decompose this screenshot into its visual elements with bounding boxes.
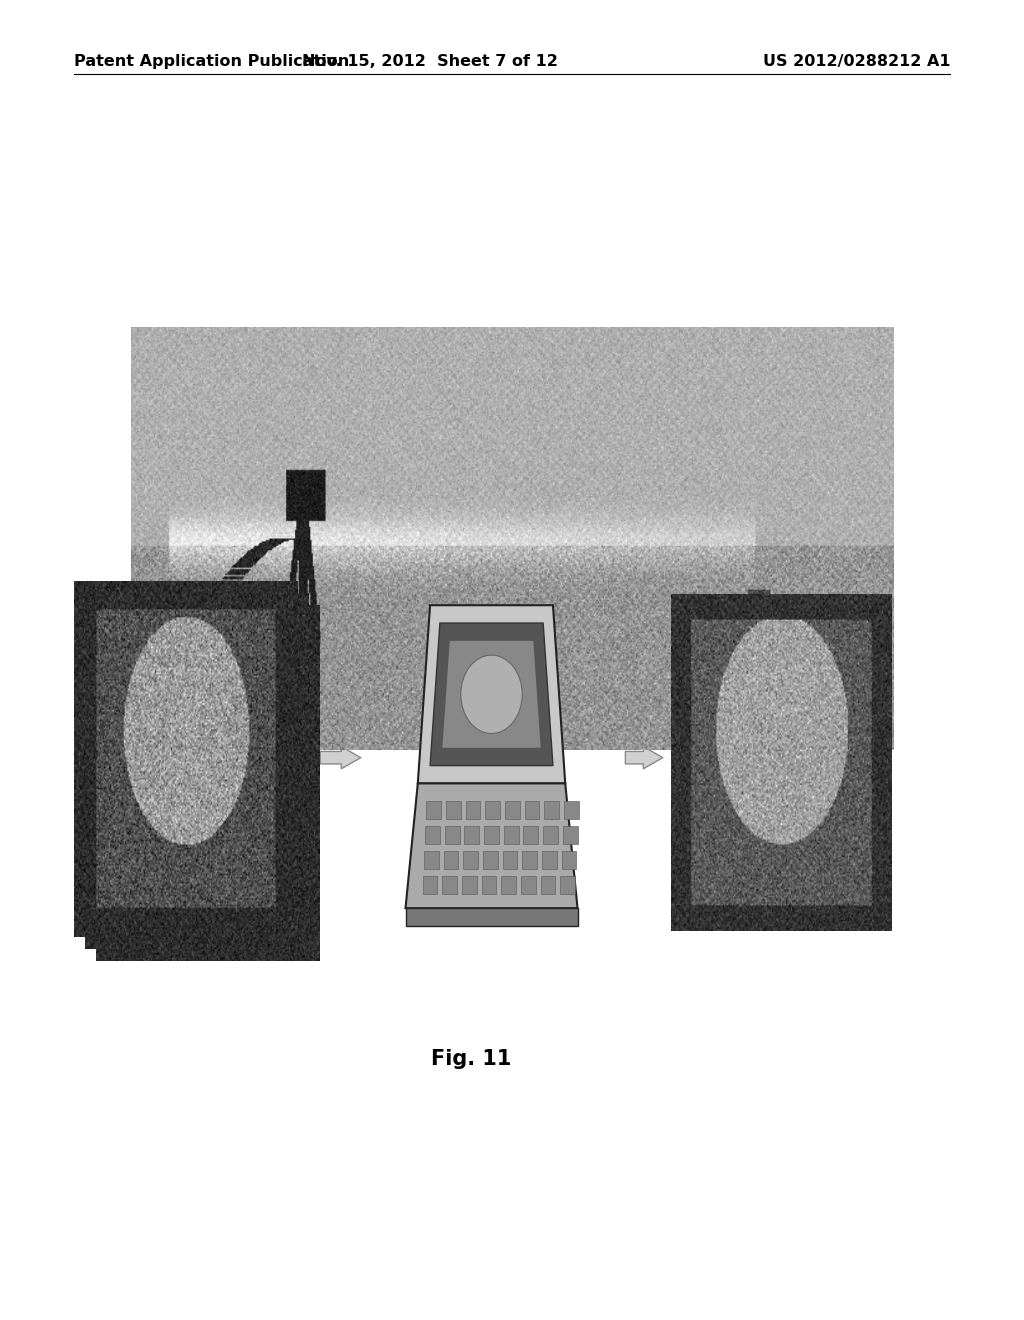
- Polygon shape: [462, 876, 477, 894]
- Text: US 2012/0288212 A1: US 2012/0288212 A1: [763, 54, 950, 69]
- Polygon shape: [465, 826, 479, 843]
- Polygon shape: [485, 801, 500, 818]
- Polygon shape: [425, 826, 440, 843]
- Ellipse shape: [461, 655, 522, 734]
- FancyArrowPatch shape: [321, 747, 360, 768]
- Text: Patent Application Publication: Patent Application Publication: [74, 54, 349, 69]
- Polygon shape: [444, 826, 460, 843]
- Polygon shape: [446, 801, 461, 818]
- Polygon shape: [423, 876, 437, 894]
- Polygon shape: [442, 876, 457, 894]
- Polygon shape: [443, 851, 459, 869]
- Polygon shape: [481, 876, 497, 894]
- Polygon shape: [426, 801, 441, 818]
- Polygon shape: [406, 908, 578, 927]
- Polygon shape: [504, 826, 518, 843]
- Polygon shape: [564, 801, 579, 818]
- Text: Nov. 15, 2012  Sheet 7 of 12: Nov. 15, 2012 Sheet 7 of 12: [302, 54, 558, 69]
- FancyArrowPatch shape: [626, 747, 663, 768]
- Polygon shape: [463, 851, 478, 869]
- Polygon shape: [524, 801, 540, 818]
- Polygon shape: [543, 826, 558, 843]
- Polygon shape: [521, 876, 536, 894]
- Polygon shape: [484, 826, 499, 843]
- Polygon shape: [545, 801, 559, 818]
- Polygon shape: [523, 826, 539, 843]
- Polygon shape: [442, 642, 541, 747]
- Polygon shape: [561, 851, 577, 869]
- Polygon shape: [542, 851, 557, 869]
- Polygon shape: [424, 851, 438, 869]
- Polygon shape: [522, 851, 537, 869]
- Polygon shape: [466, 801, 480, 818]
- Polygon shape: [560, 876, 575, 894]
- Polygon shape: [505, 801, 520, 818]
- Polygon shape: [430, 623, 553, 766]
- Polygon shape: [563, 826, 578, 843]
- Polygon shape: [418, 605, 565, 784]
- Polygon shape: [541, 876, 555, 894]
- Text: Fig. 11: Fig. 11: [431, 1048, 511, 1069]
- Polygon shape: [483, 851, 498, 869]
- Polygon shape: [502, 876, 516, 894]
- Polygon shape: [503, 851, 517, 869]
- Polygon shape: [406, 784, 578, 908]
